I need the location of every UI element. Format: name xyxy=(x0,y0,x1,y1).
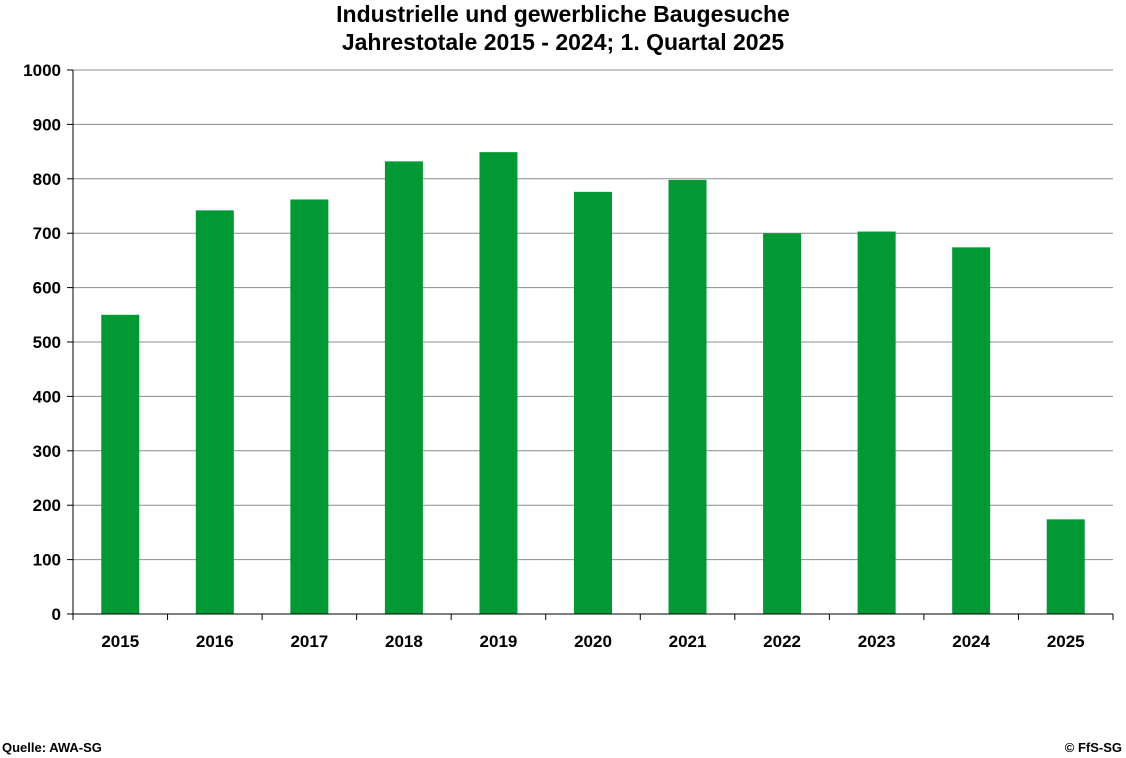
bar xyxy=(101,314,140,614)
bar xyxy=(574,191,612,614)
chart-title-block: Industrielle und gewerbliche Baugesuche … xyxy=(0,0,1126,56)
bar xyxy=(290,199,329,615)
y-tick-label: 0 xyxy=(52,605,61,624)
chart-title: Industrielle und gewerbliche Baugesuche xyxy=(336,1,790,27)
y-tick-label: 1000 xyxy=(23,61,61,80)
x-tick-label: 2016 xyxy=(196,632,234,651)
bar xyxy=(763,233,802,614)
x-tick-label: 2021 xyxy=(669,632,707,651)
y-tick-label: 600 xyxy=(33,279,61,298)
y-tick-label: 400 xyxy=(33,387,61,406)
y-tick-label: 500 xyxy=(33,333,61,352)
x-tick-label: 2017 xyxy=(290,632,328,651)
x-tick-label: 2018 xyxy=(385,632,423,651)
y-tick-label: 800 xyxy=(33,170,61,189)
bar xyxy=(668,179,707,614)
bar xyxy=(1046,519,1085,614)
x-tick-label: 2023 xyxy=(858,632,896,651)
x-tick-label: 2025 xyxy=(1047,632,1085,651)
y-tick-label: 700 xyxy=(33,224,61,243)
bar-chart: 0 100 200 300 400 500 600 700 800 900 1000 2015 2016… xyxy=(23,61,1114,651)
bar xyxy=(384,161,423,614)
bar xyxy=(195,210,234,615)
x-tick-label: 2022 xyxy=(763,632,801,651)
y-tick-label: 300 xyxy=(33,442,61,461)
x-tick-label: 2015 xyxy=(101,632,139,651)
x-tick-label: 2024 xyxy=(952,632,990,651)
source-note: Quelle: AWA-SG xyxy=(2,740,102,755)
y-tick-label: 100 xyxy=(33,551,61,570)
bar xyxy=(952,247,991,614)
y-tick-label: 900 xyxy=(33,115,61,134)
x-tick-label: 2019 xyxy=(480,632,518,651)
bar xyxy=(857,231,896,614)
y-tick-label: 200 xyxy=(33,496,61,515)
x-tick-label: 2020 xyxy=(574,632,612,651)
copyright-note: © FfS-SG xyxy=(1064,740,1122,755)
chart-subtitle: Jahrestotale 2015 - 2024; 1. Quartal 202… xyxy=(341,29,785,55)
bar xyxy=(479,152,518,615)
